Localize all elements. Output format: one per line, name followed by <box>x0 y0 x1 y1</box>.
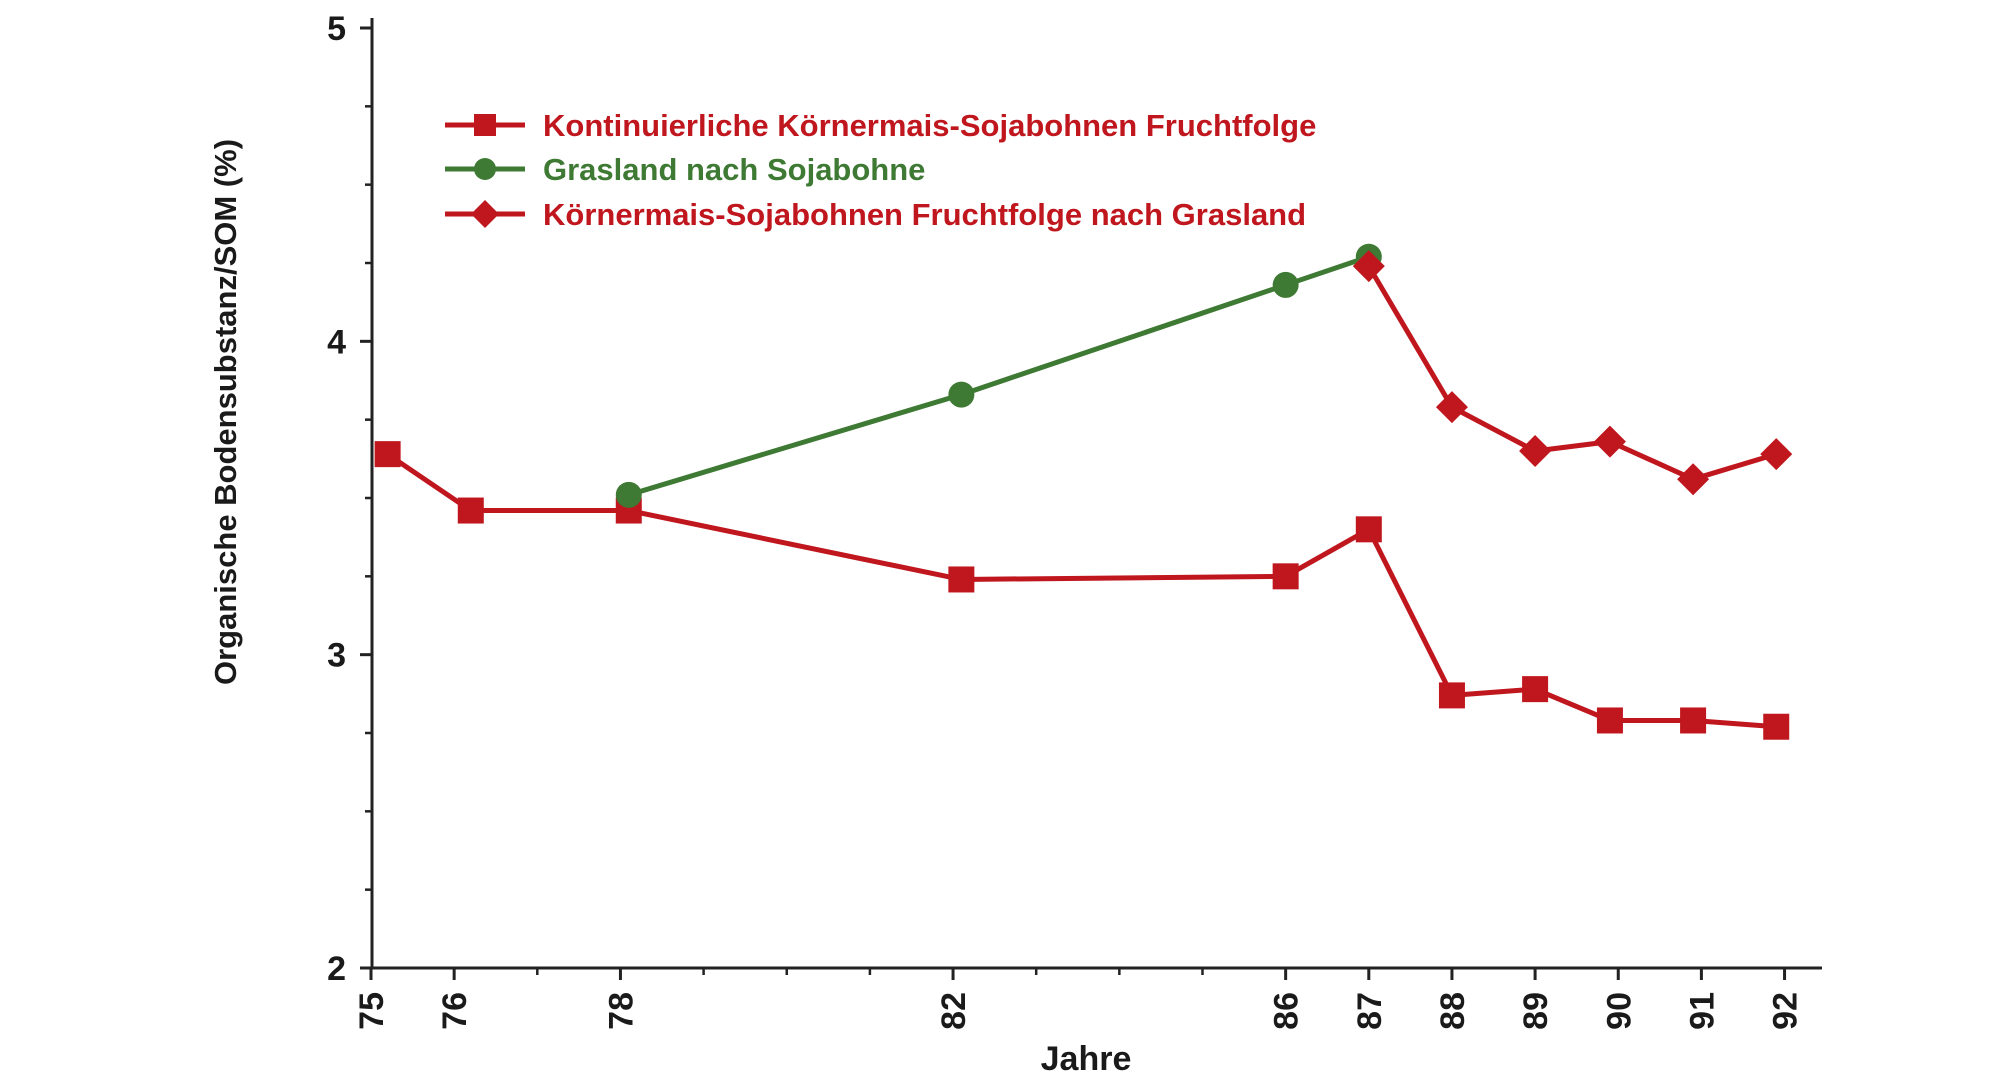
data-point-diamond <box>1677 463 1710 496</box>
y-tick-label: 2 <box>327 950 346 988</box>
data-point-circle <box>474 158 496 180</box>
x-tick-label: 86 <box>1268 992 1306 1030</box>
data-point-square <box>1355 516 1382 543</box>
y-tick-label: 4 <box>327 323 346 361</box>
series-group <box>374 441 1790 740</box>
x-tick-label: 90 <box>1600 992 1638 1030</box>
x-tick-label: 75 <box>353 992 391 1030</box>
series-group <box>1352 250 1793 496</box>
legend-item: Kontinuierliche Körnermais-Sojabohnen Fr… <box>445 108 1316 143</box>
y-ticks-group: 2 3 4 5 <box>327 10 372 988</box>
legend-item: Grasland nach Sojabohne <box>445 152 925 187</box>
x-tick-label: 92 <box>1767 992 1805 1030</box>
series-line <box>386 452 1777 730</box>
data-point-square <box>1596 707 1623 734</box>
data-point-diamond <box>471 200 499 228</box>
data-point-square <box>1272 563 1299 590</box>
legend-label: Körnermais-Sojabohnen Fruchtfolge nach G… <box>543 197 1306 232</box>
data-point-diamond <box>1435 391 1468 424</box>
data-point-diamond <box>1760 438 1793 471</box>
y-tick-label: 3 <box>327 637 346 675</box>
x-ticks-group: 75 76 78 82 86 87 88 89 90 91 92 <box>353 968 1805 1030</box>
y-tick-label: 5 <box>327 10 346 48</box>
data-point-circle <box>615 481 642 508</box>
x-tick-label: 87 <box>1351 992 1389 1030</box>
data-point-square <box>374 441 401 468</box>
y-axis-label: Organische Bodensubstanz/SOM (%) <box>208 139 243 685</box>
x-axis-label: Jahre <box>1041 1040 1132 1075</box>
data-point-square <box>1438 682 1465 709</box>
legend-label: Grasland nach Sojabohne <box>543 152 925 187</box>
data-point-square <box>1763 713 1790 740</box>
x-tick-label: 91 <box>1683 992 1721 1030</box>
x-tick-label: 82 <box>935 992 973 1030</box>
data-point-square <box>457 497 484 524</box>
data-point-square <box>948 566 975 593</box>
legend-label: Kontinuierliche Körnermais-Sojabohnen Fr… <box>543 108 1316 143</box>
series-layer <box>374 243 1793 740</box>
x-tick-label: 78 <box>602 992 640 1030</box>
data-point-diamond <box>1352 250 1385 283</box>
series-line <box>628 254 1370 498</box>
series-group <box>615 243 1382 508</box>
data-point-square <box>1522 676 1549 703</box>
x-tick-label: 89 <box>1517 992 1555 1030</box>
data-point-square <box>1680 707 1707 734</box>
legend-item: Körnermais-Sojabohnen Fruchtfolge nach G… <box>445 197 1306 232</box>
axes-group <box>370 18 1822 970</box>
data-point-diamond <box>1593 425 1626 458</box>
data-point-square <box>474 114 496 136</box>
legend: Kontinuierliche Körnermais-Sojabohnen Fr… <box>445 108 1316 232</box>
series-line <box>1366 264 1777 482</box>
x-tick-label: 76 <box>436 992 474 1030</box>
data-point-circle <box>1272 271 1299 298</box>
data-point-diamond <box>1519 435 1552 467</box>
x-tick-label: 88 <box>1434 992 1472 1030</box>
data-point-circle <box>948 381 975 408</box>
